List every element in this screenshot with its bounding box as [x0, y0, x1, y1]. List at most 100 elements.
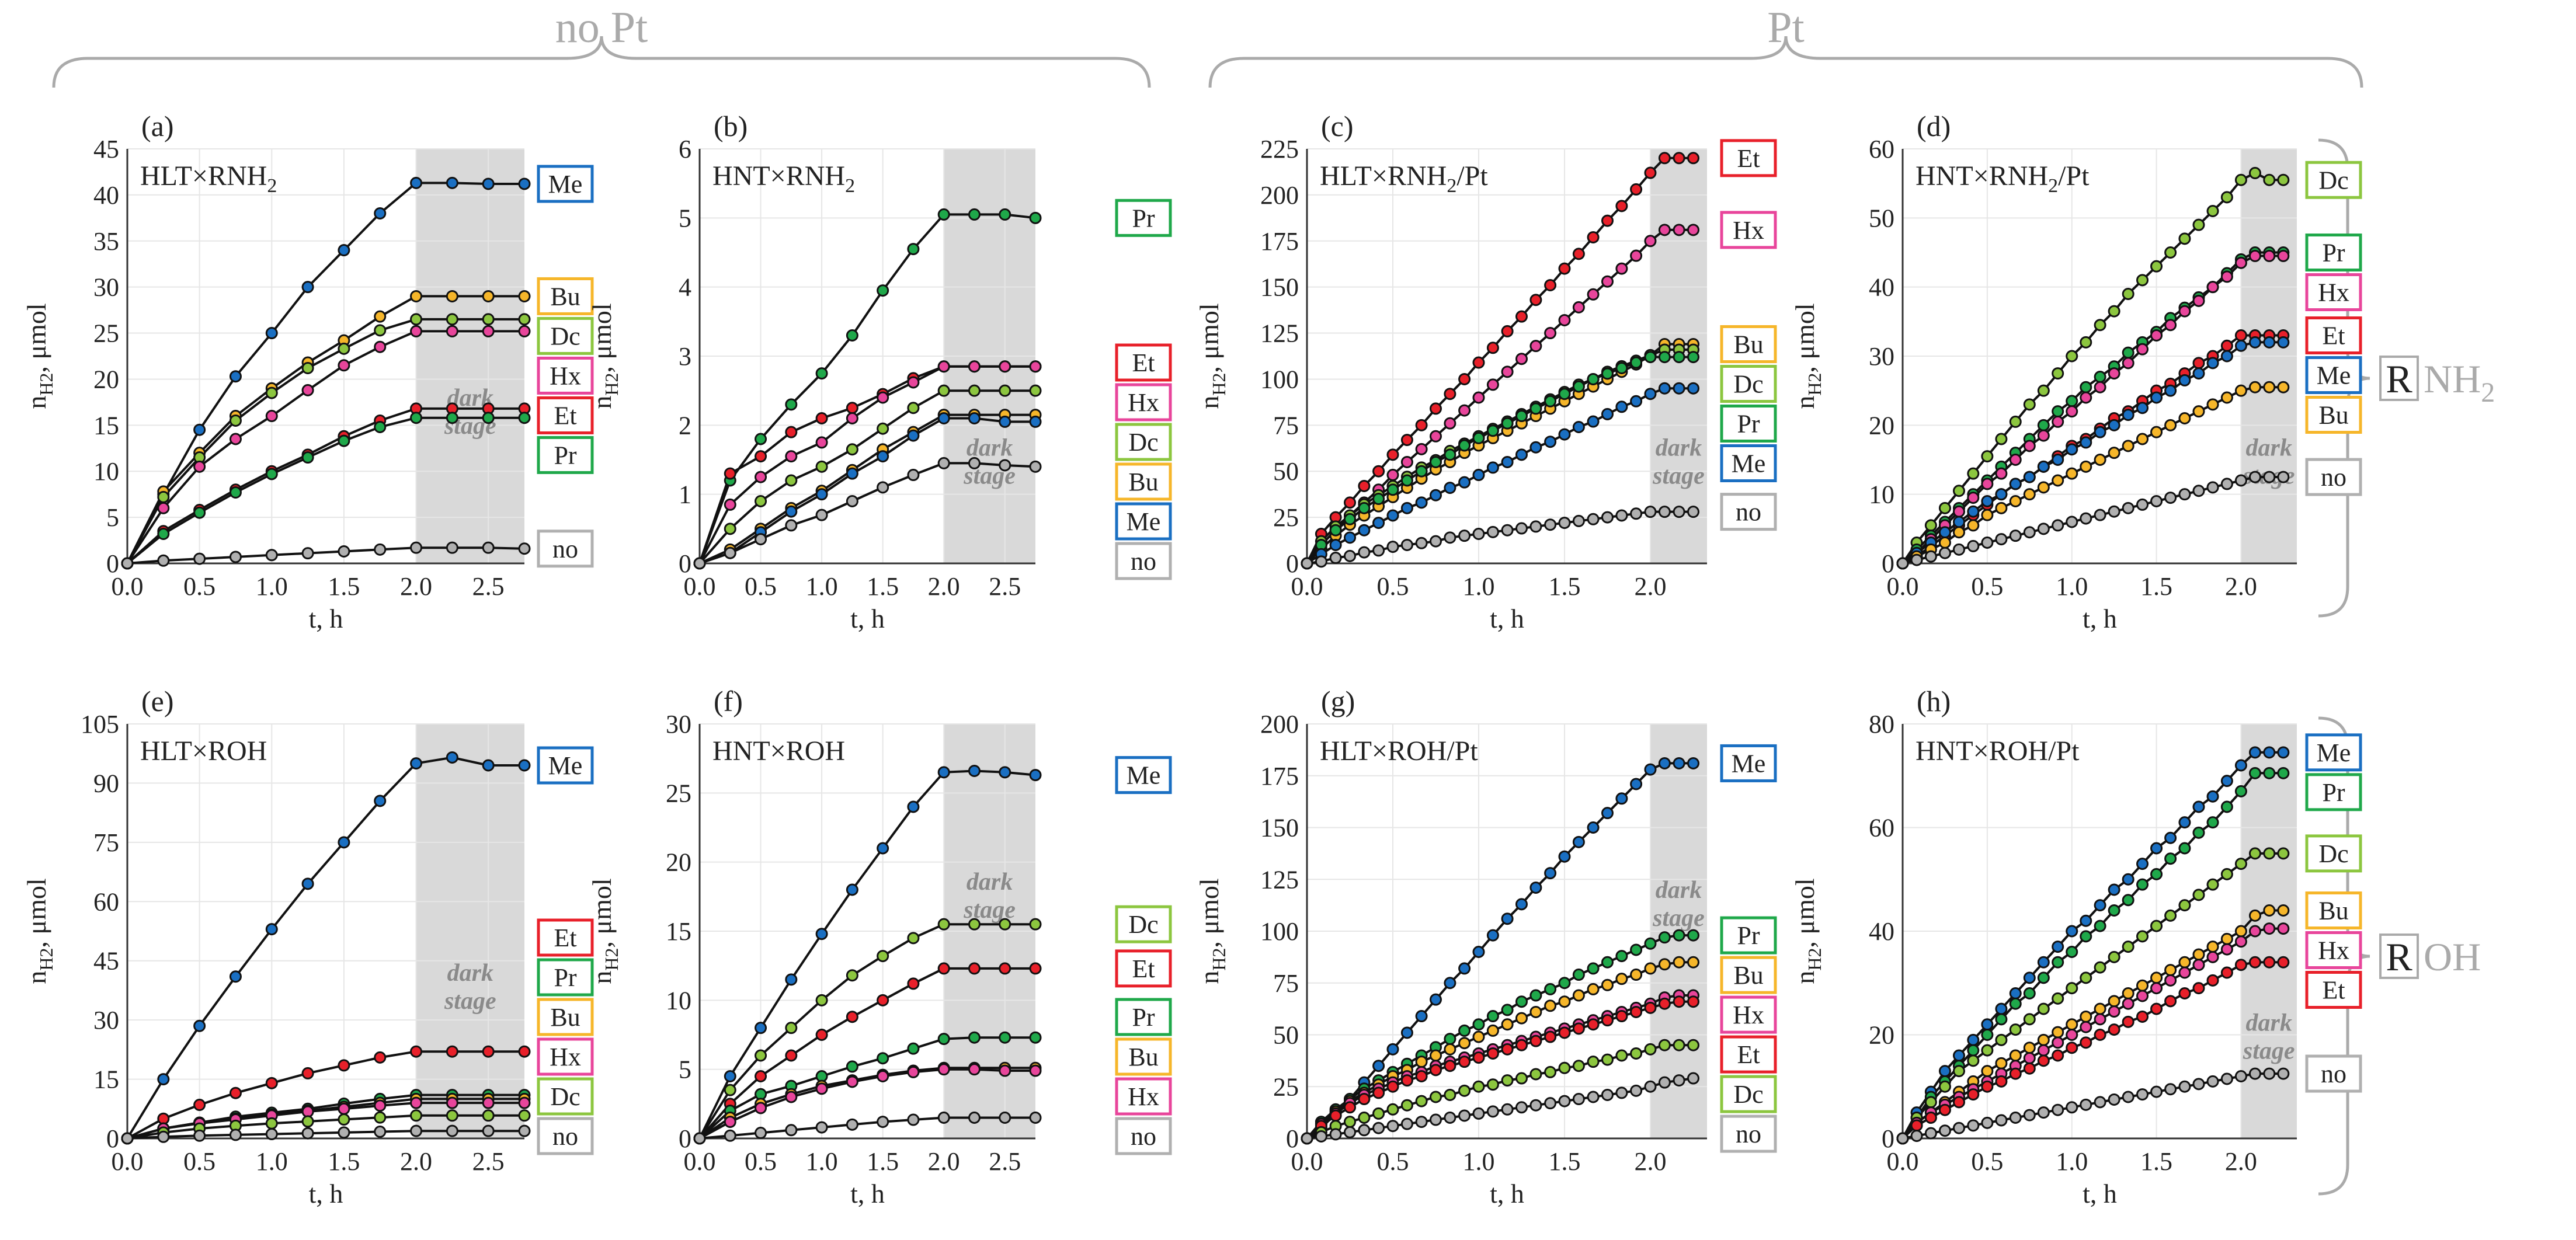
data-point-Hx — [2220, 270, 2233, 283]
data-point-no — [1938, 1124, 1951, 1137]
data-point-Bu — [1687, 956, 1699, 969]
legend-box — [2305, 234, 2362, 271]
data-point-Me — [1615, 400, 1628, 413]
data-point-Hx — [2023, 1051, 2036, 1064]
x-tick-label: 0.5 — [1376, 1147, 1409, 1176]
row-top-label: NH2 — [2424, 357, 2495, 408]
data-point-Me — [2122, 873, 2135, 886]
data-point-Hx — [1967, 492, 1980, 504]
panel-title: HNT×RNH2/Pt — [1916, 161, 2090, 197]
data-point-Et — [1924, 1112, 1937, 1124]
data-point-Et — [1501, 325, 1514, 337]
data-point-Dc — [999, 918, 1011, 931]
data-point-Bu — [2009, 1049, 2022, 1062]
data-point-Bu — [1981, 508, 1994, 521]
data-point-Hx — [1601, 275, 1614, 288]
legend-entry-no: no — [537, 1117, 594, 1155]
x-tick-label: 0.5 — [745, 1147, 777, 1176]
data-point-Me — [1630, 778, 1643, 790]
data-point-Me — [265, 327, 278, 340]
data-point-Dc — [877, 422, 889, 435]
data-point-Et — [1501, 1043, 1514, 1056]
data-point-Bu — [2178, 412, 2191, 424]
x-tick-label: 1.0 — [2056, 1147, 2088, 1176]
data-point-Me — [1558, 428, 1571, 441]
series-line-Pr — [1901, 772, 2283, 1140]
dark-stage-label: stage — [1652, 462, 1705, 489]
data-point-Me — [2277, 336, 2290, 349]
data-point-no — [937, 457, 950, 469]
data-point-Et — [1601, 214, 1614, 227]
data-point-Me — [157, 1073, 170, 1086]
data-point-Hx — [374, 1099, 387, 1112]
y-tick-label: 60 — [1869, 814, 1894, 842]
legend-box — [537, 530, 594, 568]
data-point-Pr — [785, 398, 798, 411]
x-tick-label: 2.0 — [1634, 1147, 1666, 1176]
panel-letter: (b) — [714, 110, 748, 142]
panel-title: HNT×RNH2 — [712, 161, 855, 197]
data-point-Hx — [2052, 1036, 2064, 1049]
data-point-Hx — [846, 412, 858, 424]
x-axis-label: t, h — [1490, 604, 1524, 633]
legend-box — [1115, 343, 1172, 382]
data-point-Et — [2122, 1015, 2135, 1028]
data-point-Et — [1687, 995, 1699, 1008]
data-point-no — [301, 547, 314, 560]
y-tick-label: 0 — [1286, 1124, 1299, 1153]
data-point-Pr — [1444, 448, 1456, 461]
data-point-Me — [2136, 402, 2149, 415]
data-point-no — [1444, 1112, 1456, 1124]
x-tick-label: 2.0 — [2225, 572, 2257, 601]
data-point-Dc — [785, 474, 798, 487]
data-point-no — [2009, 530, 2022, 542]
data-point-Dc — [815, 460, 828, 473]
legend-label: Dc — [1128, 428, 1158, 457]
data-point-Hx — [968, 1063, 981, 1076]
data-point-Et — [1558, 1026, 1571, 1039]
data-point-Me — [446, 751, 458, 764]
data-point-Me — [446, 176, 458, 189]
data-point-Pr — [1029, 1031, 1042, 1044]
dark-stage-band — [416, 724, 524, 1138]
data-point-Dc — [2122, 941, 2135, 953]
data-point-Me — [937, 412, 950, 424]
legend-label: Et — [554, 401, 576, 430]
data-point-Bu — [2009, 495, 2022, 507]
data-point-Bu — [1658, 958, 1671, 971]
legend-box — [1115, 198, 1172, 237]
data-point-Hx — [999, 360, 1011, 373]
data-point-Me — [2150, 842, 2163, 855]
data-point-Hx — [968, 360, 981, 373]
data-point-Bu — [2023, 488, 2036, 501]
data-point-Me — [518, 759, 531, 772]
data-point-Bu — [2248, 909, 2261, 922]
legend-label: Pr — [2322, 778, 2345, 807]
data-point-Me — [2009, 478, 2022, 490]
data-point-no — [1472, 528, 1485, 541]
data-point-Dc — [755, 495, 767, 507]
data-point-Et — [1415, 1070, 1428, 1082]
y-tick-label: 40 — [93, 181, 119, 210]
data-point-Bu — [2094, 1002, 2106, 1015]
data-point-Hx — [907, 1065, 920, 1078]
legend-entry-Et: Et — [1115, 949, 1172, 988]
data-point-Et — [1658, 997, 1671, 1010]
data-point-Me — [1358, 524, 1371, 537]
legend-entry-Et: Et — [537, 396, 594, 434]
series-line-Et — [1306, 1000, 1694, 1140]
data-point-Pr — [1544, 395, 1557, 407]
data-point-Me — [410, 757, 423, 770]
dark-stage-label: dark — [447, 960, 493, 987]
data-point-Et — [877, 994, 889, 1006]
data-point-Me — [1029, 415, 1042, 428]
data-point-Et — [2234, 329, 2247, 342]
x-tick-label: 1.5 — [2140, 572, 2172, 601]
data-point-Dc — [1924, 1096, 1937, 1109]
data-point-Bu — [1644, 962, 1657, 975]
data-point-Me — [785, 973, 798, 986]
data-point-no — [1329, 1128, 1342, 1141]
data-point-Et — [1372, 1086, 1385, 1099]
y-tick-label: 25 — [666, 779, 691, 807]
brace-no-pt — [52, 36, 1151, 88]
